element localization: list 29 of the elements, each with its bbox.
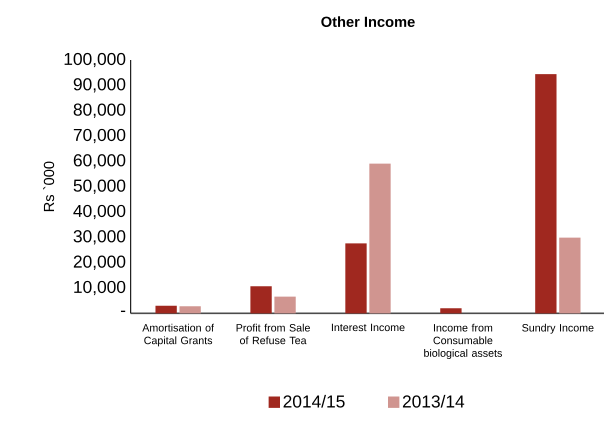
- legend-label: 2013/14: [402, 394, 464, 408]
- bar: [440, 308, 462, 314]
- y-tick-label: 90,000: [74, 78, 126, 92]
- bar: [559, 238, 581, 314]
- bar: [179, 306, 201, 314]
- chart-title: Other Income: [321, 16, 415, 28]
- bar: [369, 164, 391, 314]
- x-tick-label: Sundry Income: [522, 324, 594, 334]
- bar: [345, 243, 367, 314]
- legend-label: 2014/15: [284, 394, 345, 408]
- y-tick-label: -: [120, 310, 126, 312]
- bar: [250, 286, 272, 314]
- x-tick-label: Profit from Sale of Refuse Tea: [236, 324, 310, 344]
- bar: [535, 74, 557, 314]
- bar: [274, 296, 296, 314]
- x-tick-label: Amortisation of Capital Grants: [142, 324, 214, 346]
- x-tick-label: Income from Consumable biological assets: [424, 324, 502, 359]
- y-axis-title: Rs `000: [43, 162, 54, 212]
- y-tick-label: 80,000: [74, 103, 126, 118]
- y-tick-label: 30,000: [74, 230, 126, 244]
- y-tick-label: 10,000: [74, 280, 126, 296]
- y-tick-label: 100,000: [64, 52, 126, 68]
- y-tick-label: 20,000: [74, 255, 126, 270]
- y-tick-label: 70,000: [74, 128, 126, 144]
- bar: [155, 306, 177, 314]
- y-tick-label: 40,000: [73, 204, 126, 220]
- y-tick-label: 60,000: [74, 154, 126, 168]
- x-tick-label: Interest Income: [332, 324, 405, 332]
- y-tick-label: 50,000: [74, 179, 126, 194]
